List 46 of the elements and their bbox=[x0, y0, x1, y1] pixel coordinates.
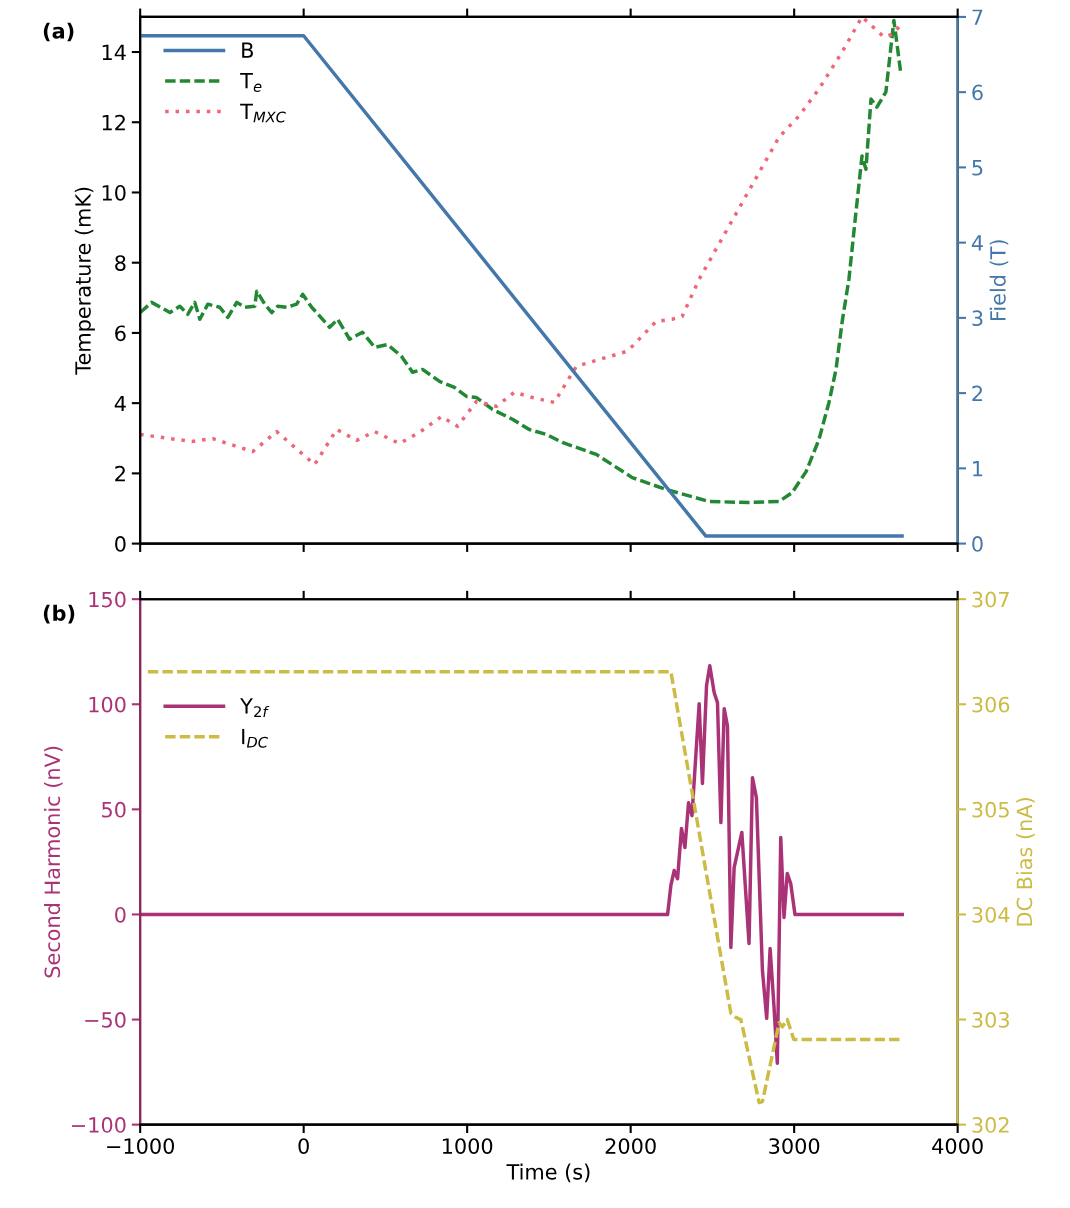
y-axis-title: Second Harmonic (nV) bbox=[44, 746, 63, 978]
legend-label: T$_{MXC}$ bbox=[240, 103, 286, 123]
y-tick-label: −50 bbox=[85, 1012, 126, 1028]
x-tick-label: −1000 bbox=[107, 1138, 175, 1154]
y2-tick-label: 0 bbox=[972, 536, 983, 552]
y-tick-label: 2 bbox=[115, 465, 125, 482]
x-tick-label: 1000 bbox=[442, 1138, 493, 1154]
y2-tick-label: 1 bbox=[973, 461, 983, 477]
y2-axis-title: Field (T) bbox=[989, 240, 1009, 321]
y-tick-label: 100 bbox=[89, 696, 126, 713]
x-tick-label: 3000 bbox=[769, 1138, 820, 1154]
y-tick-label: 6 bbox=[115, 325, 126, 342]
y-tick-label: 50 bbox=[102, 801, 126, 818]
legend-label: T$_{e}$ bbox=[240, 73, 262, 92]
y2-tick-label: 307 bbox=[972, 591, 1009, 608]
y2-axis-title: DC Bias (nA) bbox=[1016, 798, 1035, 926]
y-tick-label: 150 bbox=[89, 591, 126, 608]
x-tick-label: 2000 bbox=[605, 1138, 656, 1154]
y2-tick-label: 2 bbox=[972, 385, 983, 402]
y-tick-label: 10 bbox=[102, 184, 126, 201]
y-tick-label: 8 bbox=[115, 255, 126, 271]
x-tick-label: 0 bbox=[298, 1138, 309, 1154]
x-tick-label: 4000 bbox=[932, 1138, 983, 1154]
y-axis-title: Temperature (mK) bbox=[74, 187, 95, 375]
y-tick-label: 12 bbox=[102, 114, 125, 131]
y2-tick-label: 5 bbox=[972, 160, 983, 176]
y2-tick-label: 7 bbox=[972, 9, 983, 25]
y-tick-label: 0 bbox=[115, 536, 126, 552]
y2-tick-label: 3 bbox=[972, 310, 983, 327]
y2-tick-label: 304 bbox=[972, 906, 1010, 923]
y2-tick-label: 305 bbox=[972, 801, 1009, 818]
y-tick-label: 0 bbox=[115, 906, 126, 923]
x-axis-title: Time (s) bbox=[506, 1163, 590, 1183]
y-tick-label: 4 bbox=[114, 395, 126, 412]
text: (b) bbox=[43, 604, 75, 624]
legend-label: Y$_{2f}$ bbox=[240, 698, 270, 717]
y2-tick-label: 303 bbox=[972, 1012, 1009, 1028]
y2-tick-label: 302 bbox=[972, 1117, 1009, 1133]
y-tick-label: 14 bbox=[102, 44, 126, 60]
legend-label: B bbox=[242, 42, 253, 58]
legend-label: I$_{DC}$ bbox=[242, 728, 268, 748]
y2-tick-label: 4 bbox=[971, 235, 983, 251]
y-tick-label: −100 bbox=[71, 1117, 126, 1133]
text: (a) bbox=[43, 22, 74, 42]
y2-tick-label: 6 bbox=[972, 84, 983, 101]
y2-tick-label: 306 bbox=[972, 696, 1010, 713]
